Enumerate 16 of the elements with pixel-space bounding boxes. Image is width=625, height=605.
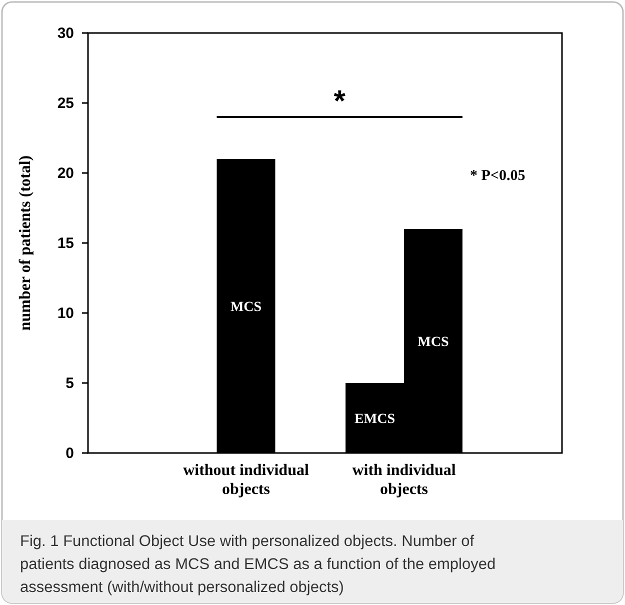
x-tick-label: without individual objects bbox=[183, 462, 310, 498]
y-tick-label: 10 bbox=[57, 305, 74, 322]
y-tick-label: 20 bbox=[57, 165, 74, 182]
y-axis-title: number of patients (total) bbox=[17, 155, 34, 331]
y-tick-label: 15 bbox=[57, 235, 74, 252]
series-label: EMCS bbox=[354, 412, 396, 427]
annotation: * bbox=[334, 85, 346, 118]
caption: Fig. 1 Functional Object Use with personalized objects. Number of patients diagnosed as MCS and EMCS as a function of the employed assessment (with/without personalized objects) bbox=[20, 533, 496, 596]
y-tick-label: 5 bbox=[66, 375, 74, 392]
series-label: MCS bbox=[418, 335, 449, 350]
annotation: * P<0.05 bbox=[470, 168, 526, 184]
y-tick-label: 25 bbox=[57, 95, 74, 112]
x-tick-label: with individual objects bbox=[352, 462, 456, 498]
y-tick-label: 0 bbox=[66, 445, 74, 462]
y-tick-label: 30 bbox=[57, 25, 74, 42]
text: MCS bbox=[230, 300, 262, 315]
